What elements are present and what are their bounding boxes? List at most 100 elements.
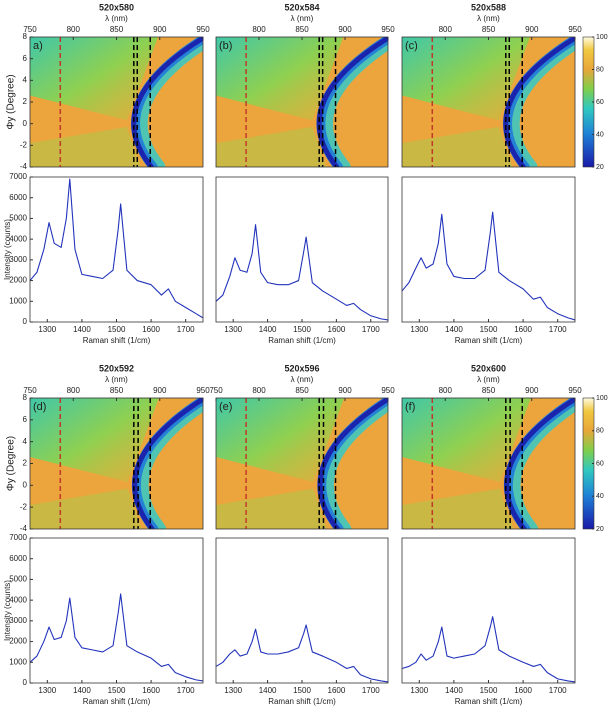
panel-label: (e)	[219, 401, 232, 413]
x-tick-label: 900	[153, 25, 167, 34]
heatmap-upper-band	[216, 37, 344, 121]
x-tick-label: 900	[153, 386, 167, 395]
x-tick-label: 800	[439, 25, 453, 34]
x-axis-label: Raman shift (1/cm)	[455, 336, 523, 345]
heatmap	[216, 398, 388, 529]
panel-label: (c)	[405, 40, 418, 52]
y-tick-label: 3000	[9, 255, 27, 264]
y-tick-label: -2	[20, 502, 28, 511]
chart-title: 520x592	[99, 363, 134, 373]
chart-title: 520x588	[471, 2, 506, 12]
colorbar-tick-label: 100	[596, 34, 608, 41]
x-tick-label: 800	[439, 386, 453, 395]
panel-label: (d)	[33, 401, 46, 413]
x-tick-label: 1500	[108, 325, 126, 334]
y-tick-label: 0	[23, 317, 28, 326]
x-tick-label: 1500	[108, 686, 126, 695]
x-tick-label: 1500	[293, 325, 311, 334]
x-axis-label: Raman shift (1/cm)	[455, 697, 523, 706]
x-tick-label: 900	[525, 386, 539, 395]
plot-frame	[215, 176, 389, 323]
heatmap	[402, 37, 575, 167]
colorbar-tick-label: 40	[596, 493, 604, 500]
y-tick-label: 5000	[9, 214, 27, 223]
plot-frame	[29, 176, 204, 323]
colorbar-tick-label: 60	[596, 460, 604, 467]
y-tick-label: 5000	[9, 575, 27, 584]
colorbar-tick-label: 60	[596, 99, 604, 106]
colorbar-tick-label: 80	[596, 428, 604, 435]
x-tick-label: 1300	[224, 686, 242, 695]
x-axis-label: λ (nm)	[477, 375, 500, 384]
heatmap-lower-band	[402, 126, 513, 167]
plot-frame	[401, 176, 576, 323]
spectrum-line	[215, 224, 389, 321]
y-tick-label: 7000	[9, 533, 27, 542]
x-tick-label: 1500	[293, 686, 311, 695]
y-tick-label: 8	[23, 393, 28, 402]
x-tick-label: 850	[482, 386, 496, 395]
x-tick-label: 1700	[362, 686, 380, 695]
x-tick-label: 850	[295, 386, 309, 395]
heatmap-upper-band	[402, 37, 531, 121]
heatmap-dispersion	[316, 37, 388, 167]
heatmap-dispersion	[132, 398, 203, 529]
plot-frame	[29, 537, 204, 684]
heatmap	[402, 398, 575, 529]
x-tick-label: 1400	[73, 325, 91, 334]
x-tick-label: 750	[209, 386, 223, 395]
spectrum-line	[401, 211, 576, 321]
y-tick-label: 2000	[9, 637, 27, 646]
x-tick-label: 1700	[177, 686, 195, 695]
panel-label: a)	[33, 40, 43, 52]
x-tick-label: 800	[67, 386, 81, 395]
x-tick-label: 950	[196, 386, 210, 395]
x-tick-label: 800	[252, 386, 266, 395]
x-tick-label: 850	[110, 386, 124, 395]
y-tick-label: 0	[23, 119, 28, 128]
heatmap-lower-band	[216, 126, 327, 167]
y-tick-label: 2000	[9, 276, 27, 285]
x-tick-label: 800	[67, 25, 81, 34]
x-tick-label: 1400	[73, 686, 91, 695]
heatmap-upper-band	[30, 398, 159, 483]
x-axis-label: Raman shift (1/cm)	[83, 697, 151, 706]
y-tick-label: 4000	[9, 234, 27, 243]
colorbar-tick-label: 20	[596, 164, 604, 171]
y-tick-label: 2	[23, 97, 28, 106]
x-tick-label: 1300	[224, 325, 242, 334]
heatmap	[30, 37, 203, 167]
y-tick-label: -2	[20, 140, 28, 149]
colorbar-tick-label: 40	[596, 131, 604, 138]
colorbar-tick-label: 100	[596, 395, 608, 402]
x-tick-label: 750	[23, 25, 37, 34]
chart-title: 520x584	[284, 2, 319, 12]
y-tick-label: 3000	[9, 616, 27, 625]
y-tick-label: -4	[20, 524, 28, 533]
spectrum-line	[401, 616, 576, 683]
y-tick-label: 4000	[9, 595, 27, 604]
spectrum-line	[29, 593, 204, 682]
x-tick-label: 1600	[328, 686, 346, 695]
heatmap-upper-band	[216, 398, 345, 483]
heatmap-upper-band	[30, 37, 159, 121]
x-axis-label: λ (nm)	[105, 14, 128, 23]
y-axis-label: Intensity (counts)	[3, 580, 12, 641]
x-tick-label: 1700	[549, 686, 567, 695]
colorbar-tick-label: 80	[596, 66, 604, 73]
panel-label: (f)	[405, 401, 415, 413]
x-tick-label: 1600	[142, 325, 160, 334]
x-tick-label: 1300	[410, 686, 428, 695]
plot-frame	[401, 537, 576, 684]
x-tick-label: 1400	[445, 686, 463, 695]
x-tick-label: 1500	[480, 325, 498, 334]
x-tick-label: 750	[23, 386, 37, 395]
chart-title: 520x580	[99, 2, 134, 12]
heatmap-dispersion	[503, 37, 575, 167]
x-tick-label: 850	[295, 25, 309, 34]
y-tick-label: 6000	[9, 554, 27, 563]
x-axis-label: λ (nm)	[105, 375, 128, 384]
x-axis-label: Raman shift (1/cm)	[268, 336, 336, 345]
x-axis-label: Raman shift (1/cm)	[268, 697, 336, 706]
y-tick-label: 1000	[9, 657, 27, 666]
